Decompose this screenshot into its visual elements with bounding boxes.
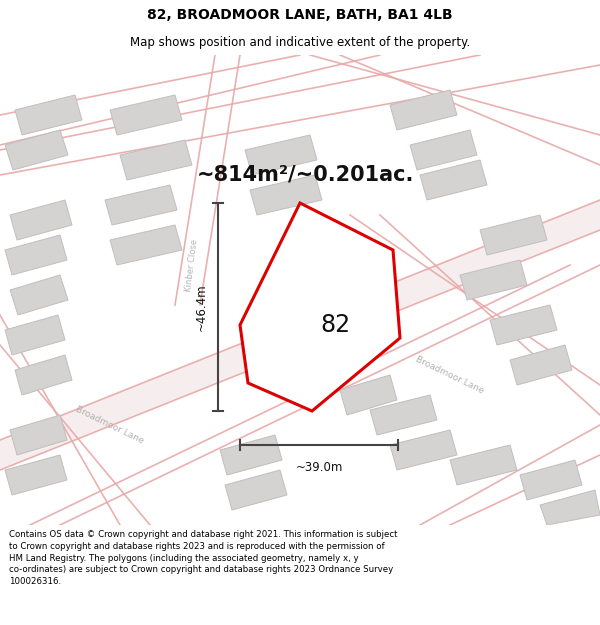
Text: Map shows position and indicative extent of the property.: Map shows position and indicative extent…: [130, 36, 470, 49]
Polygon shape: [10, 415, 67, 455]
Polygon shape: [520, 460, 582, 500]
Polygon shape: [460, 260, 527, 300]
Text: Broadmoor Lane: Broadmoor Lane: [415, 354, 485, 396]
Polygon shape: [120, 140, 192, 180]
Text: Contains OS data © Crown copyright and database right 2021. This information is : Contains OS data © Crown copyright and d…: [9, 530, 398, 586]
Polygon shape: [220, 435, 282, 475]
Polygon shape: [540, 490, 600, 525]
Polygon shape: [420, 160, 487, 200]
Polygon shape: [5, 235, 67, 275]
Polygon shape: [370, 395, 437, 435]
Polygon shape: [5, 455, 67, 495]
Polygon shape: [110, 225, 182, 265]
Polygon shape: [340, 375, 397, 415]
Polygon shape: [10, 275, 68, 315]
Text: ~46.4m: ~46.4m: [195, 283, 208, 331]
Text: 82, BROADMOOR LANE, BATH, BA1 4LB: 82, BROADMOOR LANE, BATH, BA1 4LB: [147, 8, 453, 22]
Polygon shape: [320, 320, 377, 360]
Polygon shape: [480, 215, 547, 255]
Polygon shape: [225, 470, 287, 510]
Polygon shape: [510, 345, 572, 385]
Polygon shape: [250, 175, 322, 215]
Text: 82: 82: [320, 313, 350, 337]
Polygon shape: [390, 430, 457, 470]
Polygon shape: [390, 90, 457, 130]
Polygon shape: [105, 185, 177, 225]
Polygon shape: [15, 355, 72, 395]
Polygon shape: [0, 200, 600, 470]
Polygon shape: [15, 95, 82, 135]
Polygon shape: [450, 445, 517, 485]
Polygon shape: [240, 203, 400, 411]
Text: ~814m²/~0.201ac.: ~814m²/~0.201ac.: [196, 165, 413, 185]
Text: ~39.0m: ~39.0m: [295, 461, 343, 474]
Text: Kinber Close: Kinber Close: [184, 238, 200, 292]
Polygon shape: [10, 200, 72, 240]
Polygon shape: [245, 135, 317, 175]
Polygon shape: [5, 130, 68, 170]
Polygon shape: [410, 130, 477, 170]
Text: Broadmoor Lane: Broadmoor Lane: [74, 404, 146, 446]
Polygon shape: [5, 315, 65, 355]
Polygon shape: [490, 305, 557, 345]
Polygon shape: [110, 95, 182, 135]
